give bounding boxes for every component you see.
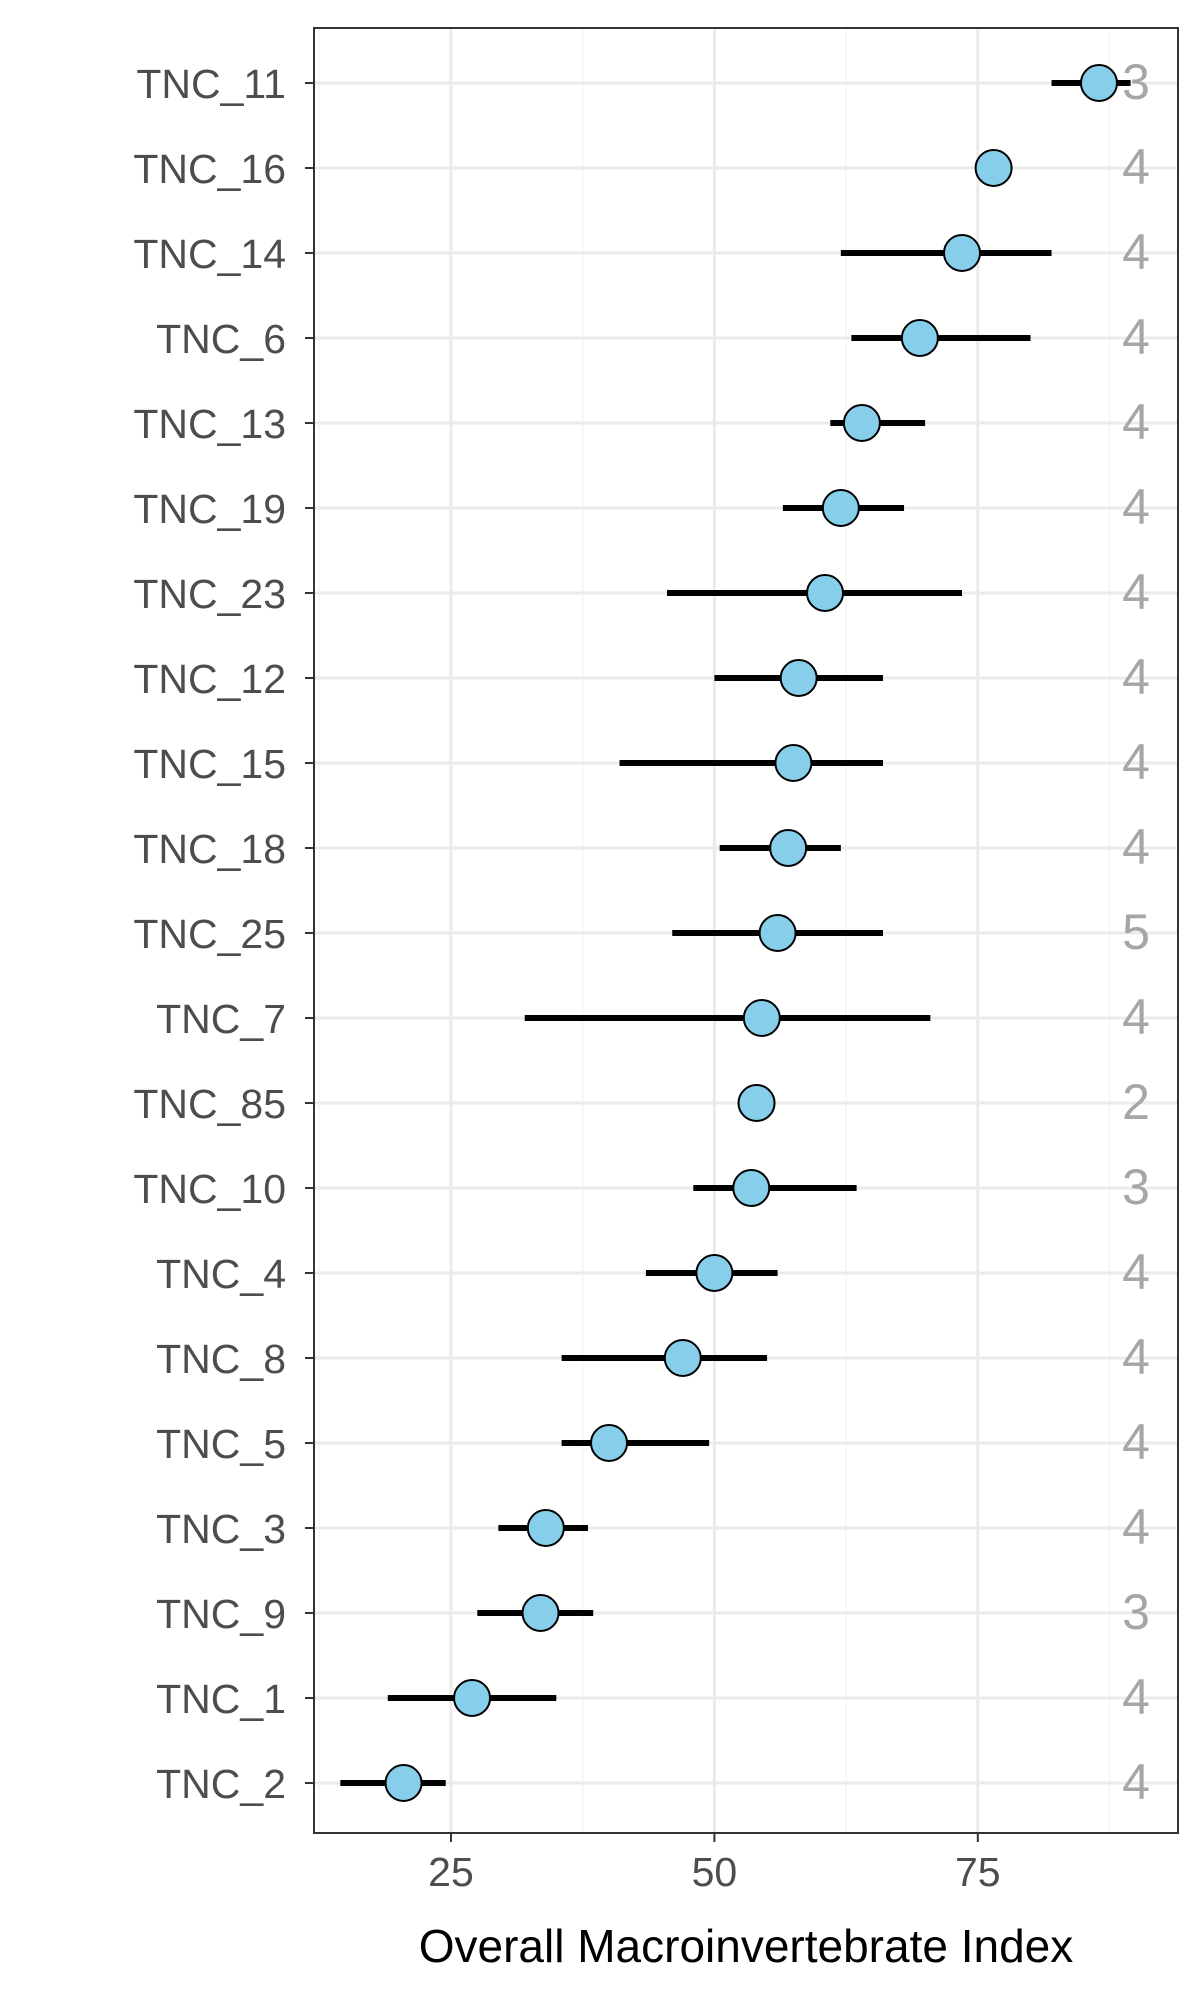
y-tick-label: TNC_1 [156, 1676, 286, 1722]
y-tick-label: TNC_19 [133, 486, 286, 532]
sample-size-labels: 3 4 4 4 4 4 4 4 4 4 5 4 2 3 4 4 4 4 3 4 4 [1122, 54, 1150, 1810]
x-tick-label: 75 [955, 1849, 1001, 1895]
sample-size-label: 5 [1122, 904, 1150, 960]
y-tick-label: TNC_3 [156, 1506, 286, 1552]
sample-size-label: 3 [1122, 1159, 1150, 1215]
data-point [774, 744, 813, 782]
y-tick-label: TNC_25 [133, 911, 286, 957]
data-point [900, 319, 939, 357]
y-tick-label: TNC_18 [133, 826, 286, 872]
data-point [737, 1084, 776, 1122]
data-point [590, 1424, 629, 1462]
data-point [384, 1764, 423, 1802]
y-axis: TNC_11 TNC_16 TNC_14 TNC_6 TNC_13 TNC_19 TNC_2… [133, 61, 314, 1807]
sample-size-label: 4 [1122, 1499, 1150, 1555]
x-axis-title: Overall Macroinvertebrate Index [419, 1920, 1074, 1972]
y-tick-label: TNC_16 [133, 146, 286, 192]
sample-size-label: 4 [1122, 734, 1150, 790]
x-tick-label: 25 [428, 1849, 474, 1895]
data-point [695, 1254, 734, 1292]
sample-size-label: 4 [1122, 224, 1150, 280]
y-tick-label: TNC_10 [133, 1166, 286, 1212]
sample-size-label: 4 [1122, 394, 1150, 450]
data-point [521, 1594, 560, 1632]
data-point [453, 1679, 492, 1717]
y-tick-label: TNC_23 [133, 571, 286, 617]
sample-size-label: 4 [1122, 1329, 1150, 1385]
y-tick-label: TNC_85 [133, 1081, 286, 1127]
x-axis: 25 50 75 [428, 1833, 1001, 1895]
data-point [758, 914, 797, 952]
y-tick-label: TNC_15 [133, 741, 286, 787]
data-point [663, 1339, 702, 1377]
sample-size-label: 4 [1122, 1414, 1150, 1470]
y-tick-label: TNC_8 [156, 1336, 286, 1382]
y-tick-label: TNC_14 [133, 231, 286, 277]
sample-size-label: 4 [1122, 819, 1150, 875]
data-point [821, 489, 860, 527]
y-tick-label: TNC_13 [133, 401, 286, 447]
sample-size-label: 2 [1122, 1074, 1150, 1130]
data-point [1079, 64, 1118, 102]
sample-size-label: 4 [1122, 989, 1150, 1045]
data-point [732, 1169, 771, 1207]
sample-size-label: 4 [1122, 1669, 1150, 1725]
data-point [769, 829, 808, 867]
sample-size-label: 4 [1122, 649, 1150, 705]
panel-border [313, 27, 1179, 1834]
y-tick-label: TNC_7 [156, 996, 286, 1042]
sample-size-label: 4 [1122, 479, 1150, 535]
data-points [384, 64, 1118, 1802]
sample-size-label: 4 [1122, 309, 1150, 365]
sample-size-label: 4 [1122, 1754, 1150, 1810]
data-point [943, 234, 981, 272]
data-point [974, 149, 1013, 187]
data-point [742, 999, 781, 1037]
y-tick-label: TNC_6 [156, 316, 286, 362]
sample-size-label: 3 [1122, 54, 1150, 110]
y-tick-label: TNC_5 [156, 1421, 286, 1467]
sample-size-label: 4 [1122, 564, 1150, 620]
data-point [779, 659, 818, 697]
data-point [526, 1509, 565, 1547]
sample-size-label: 4 [1122, 139, 1150, 195]
y-tick-label: TNC_12 [133, 656, 286, 702]
x-tick-label: 50 [692, 1849, 738, 1895]
y-tick-label: TNC_2 [156, 1761, 286, 1807]
y-tick-label: TNC_11 [136, 61, 286, 107]
data-point [806, 574, 845, 612]
y-tick-label: TNC_4 [156, 1251, 286, 1297]
data-point [842, 404, 881, 442]
sample-size-label: 3 [1122, 1584, 1150, 1640]
sample-size-label: 4 [1122, 1244, 1150, 1300]
y-tick-label: TNC_9 [156, 1591, 286, 1637]
